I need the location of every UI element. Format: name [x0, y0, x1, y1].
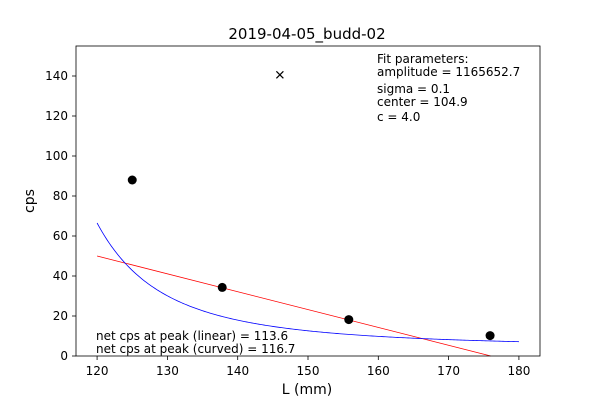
- y-axis-label: cps: [22, 189, 38, 213]
- y-tick-label: 20: [53, 309, 68, 323]
- x-tick-label: 180: [507, 364, 530, 378]
- curved-fit-line: [96, 222, 519, 343]
- x-axis: 120 130 140 150 160 170 180: [86, 356, 530, 378]
- annotation-curved-peak: net cps at peak (curved) = 116.7: [96, 342, 295, 356]
- y-tick-label: 60: [53, 229, 68, 243]
- y-tick-label: 40: [53, 269, 68, 283]
- data-point: [344, 315, 354, 325]
- fit-parameters-box: Fit parameters: amplitude = 1165652.7 si…: [377, 52, 520, 124]
- y-tick-label: 120: [45, 109, 68, 123]
- x-tick-label: 140: [226, 364, 249, 378]
- cross-marker: [275, 70, 284, 79]
- fit-parameters-heading: Fit parameters:: [377, 52, 469, 66]
- data-markers: [127, 70, 495, 341]
- annotation-linear-peak: net cps at peak (linear) = 113.6: [96, 329, 288, 343]
- plot-area: [76, 46, 540, 356]
- y-tick-label: 0: [60, 349, 68, 363]
- x-axis-label: L (mm): [282, 382, 332, 398]
- data-point: [127, 175, 137, 185]
- y-tick-label: 140: [45, 69, 68, 83]
- fit-curves: [96, 222, 519, 357]
- fit-parameter-sigma: sigma = 0.1: [377, 82, 450, 96]
- data-point: [217, 282, 227, 292]
- x-tick-label: 150: [297, 364, 320, 378]
- chart-title: 2019-04-05_budd-02: [228, 25, 385, 44]
- x-tick-label: 130: [156, 364, 179, 378]
- x-tick-label: 170: [437, 364, 460, 378]
- x-tick-label: 120: [86, 364, 109, 378]
- fit-parameter-amplitude: amplitude = 1165652.7: [377, 65, 520, 79]
- y-axis: 0 20 40 60 80 100 120 140: [45, 69, 76, 363]
- linear-fit-line: [96, 255, 491, 357]
- fit-parameter-c: c = 4.0: [377, 110, 420, 124]
- x-tick-label: 160: [367, 364, 390, 378]
- y-tick-label: 80: [53, 189, 68, 203]
- fit-parameter-center: center = 104.9: [377, 95, 468, 109]
- data-point: [485, 331, 495, 341]
- y-tick-label: 100: [45, 149, 68, 163]
